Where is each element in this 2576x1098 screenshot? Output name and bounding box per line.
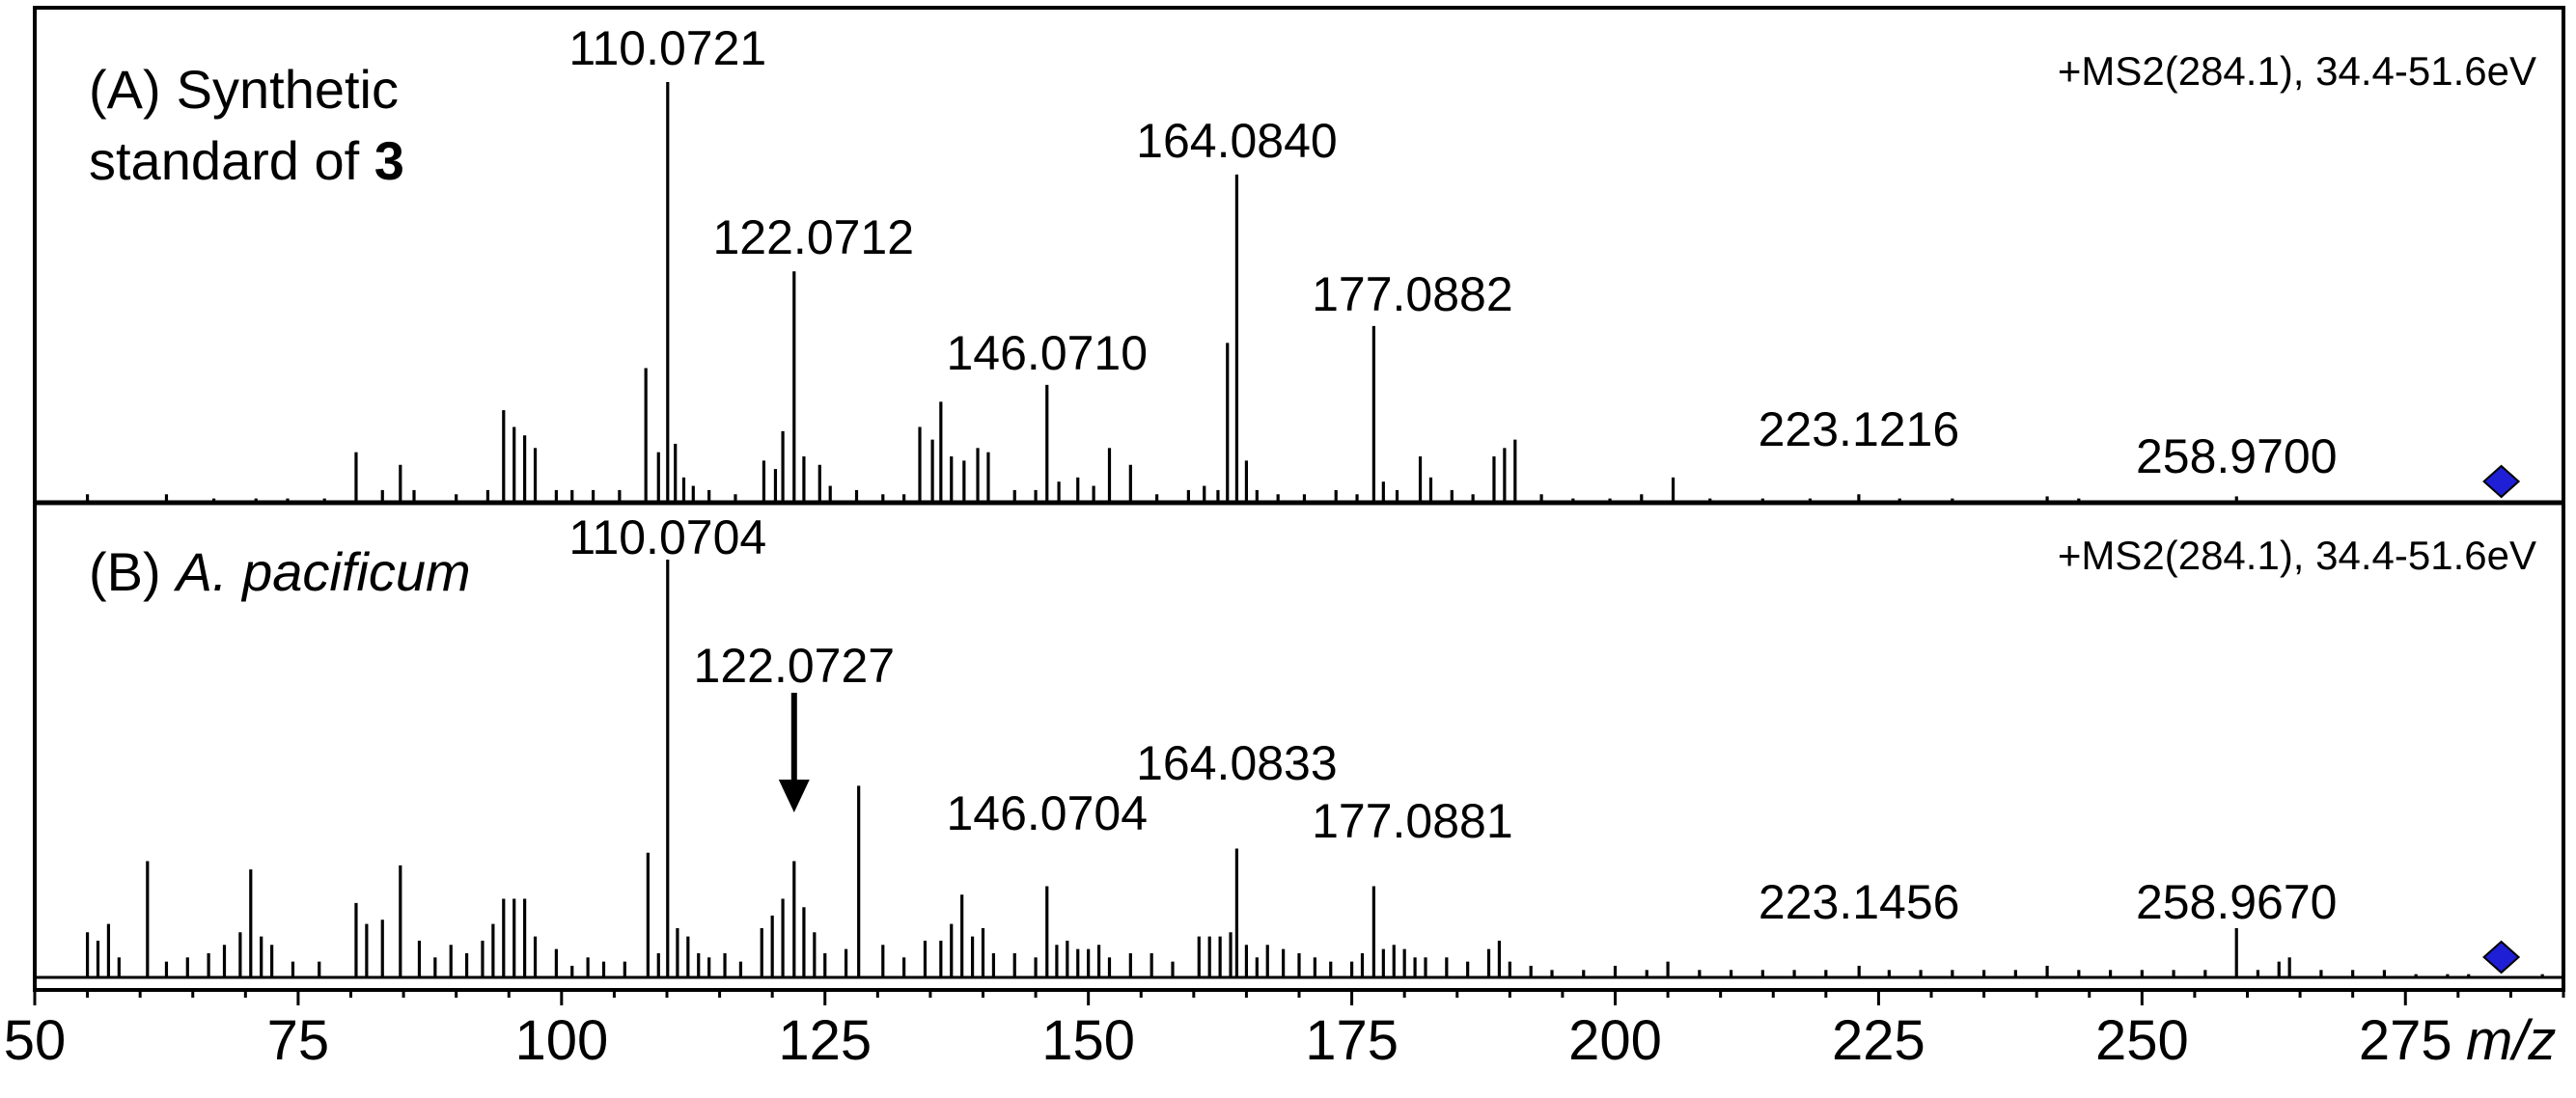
panel-a-spectrum: 110.0721 122.0712 146.0710 164.0840 177.0882… xyxy=(35,21,2563,504)
x-axis-label: m/z xyxy=(2466,1009,2556,1072)
x-axis-tick-label: 125 xyxy=(778,1009,872,1072)
panel-a-scan-info: +MS2(284.1), 34.4-51.6eV xyxy=(2058,48,2536,94)
x-axis-tick-label: 150 xyxy=(1041,1009,1135,1072)
x-axis: 50 75 100 125 150 175 200 225 250 275 xyxy=(4,990,2565,1072)
x-axis-tick-label: 100 xyxy=(514,1009,608,1072)
x-axis-tick-label: 225 xyxy=(1832,1009,1925,1072)
panel-b-scan-info: +MS2(284.1), 34.4-51.6eV xyxy=(2058,533,2536,578)
panel-a-peak-label: 110.0721 xyxy=(568,21,766,75)
panel-b-peak-label: 258.9670 xyxy=(2136,875,2338,929)
panel-b-peak-label: 110.0704 xyxy=(568,510,766,564)
panel-a-title-line2: standard of 3 xyxy=(89,130,404,191)
panel-b-peak-label: 223.1456 xyxy=(1759,875,1960,929)
panel-a-peak-label: 223.1216 xyxy=(1759,402,1960,456)
x-axis-tick-label: 200 xyxy=(1568,1009,1662,1072)
x-axis-tick-label: 75 xyxy=(267,1009,330,1072)
panel-a-peak-label: 122.0712 xyxy=(713,210,915,264)
panel-b-precursor-marker xyxy=(2482,940,2521,974)
panel-a-precursor-marker xyxy=(2482,464,2521,499)
panel-b-peak-label: 177.0881 xyxy=(1312,794,1513,848)
panel-b-peak-label: 122.0727 xyxy=(694,639,896,693)
panel-b-label: (B) A. pacificum xyxy=(89,541,471,602)
panel-a-peak-label: 258.9700 xyxy=(2136,429,2338,483)
panel-a-label: (A) Synthetic xyxy=(89,59,399,120)
panel-b-spectrum: 110.0704 122.0727 146.0704164.0833177.0881… xyxy=(35,510,2563,979)
panel-a-peak-label: 177.0882 xyxy=(1312,267,1513,321)
x-axis-tick-label: 275 xyxy=(2359,1009,2452,1072)
panel-a-peak-label: 164.0840 xyxy=(1136,114,1338,168)
panel-a-peak-label: 146.0710 xyxy=(947,326,1149,380)
panel-b-peak-label: 146.0704 xyxy=(946,786,1148,840)
panel-b-arrow-head xyxy=(778,780,810,812)
panel-b-peak-label: 164.0833 xyxy=(1136,736,1338,790)
x-axis-tick-label: 250 xyxy=(2095,1009,2189,1072)
x-axis-tick-label: 50 xyxy=(4,1009,67,1072)
x-axis-tick-label: 175 xyxy=(1305,1009,1399,1072)
